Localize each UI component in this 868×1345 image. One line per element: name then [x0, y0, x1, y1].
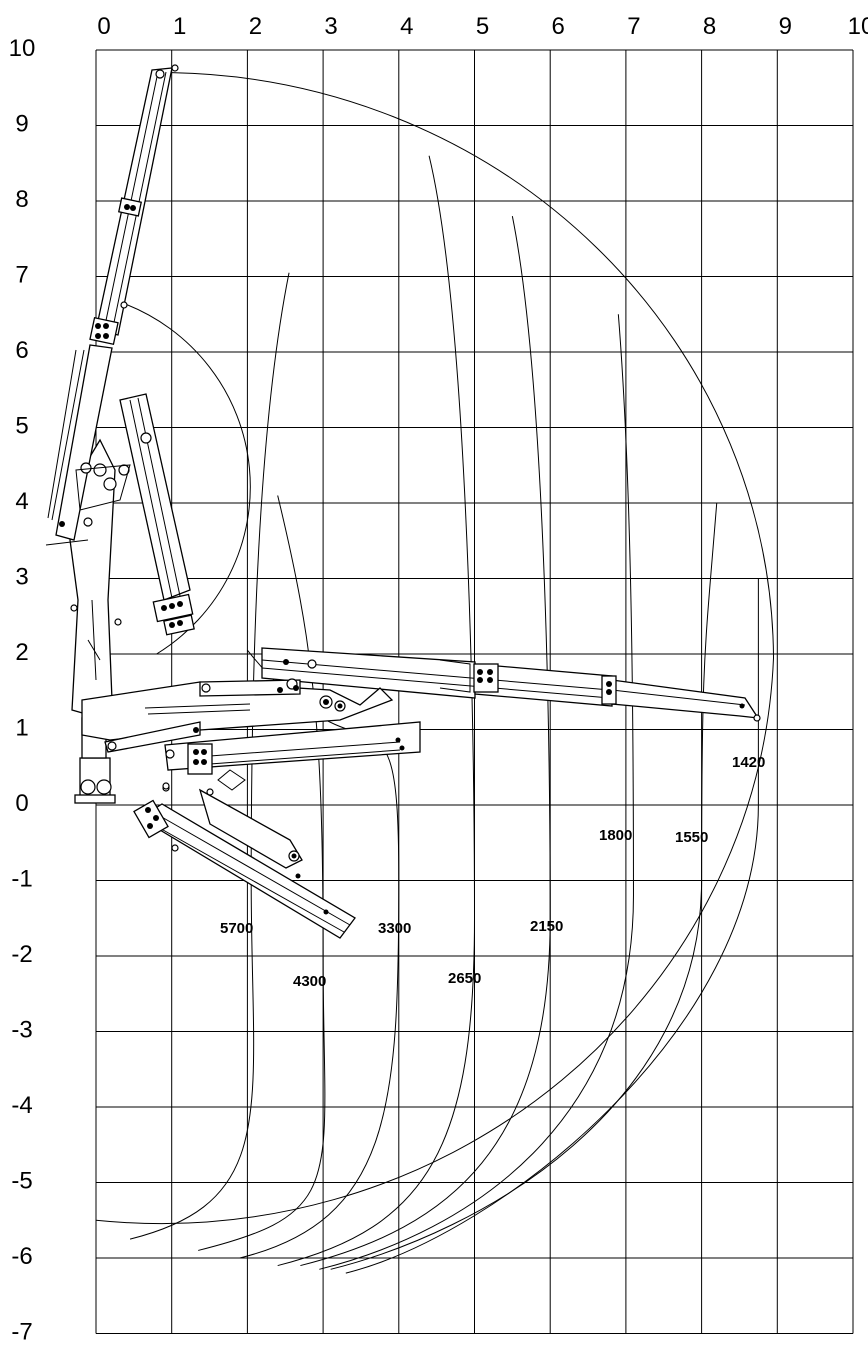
- boom-lower-position: [133, 782, 356, 939]
- x-tick-label: 4: [400, 13, 413, 40]
- x-tick-label: 1: [173, 13, 186, 40]
- x-tick-label: 6: [552, 13, 565, 40]
- y-tick-label: -1: [11, 866, 32, 893]
- x-tick-label: 7: [627, 13, 640, 40]
- x-tick-label: 0: [97, 13, 110, 40]
- x-tick-label: 5: [476, 13, 489, 40]
- x-tick-label: 2: [249, 13, 262, 40]
- y-tick-label: -3: [11, 1017, 32, 1044]
- load-label-1800: 1800: [599, 827, 632, 844]
- load-curve-1800: [319, 314, 634, 1270]
- x-axis-ticks: 0 1 2 3 4 5 6 7 8 9 10: [97, 13, 868, 40]
- inner-reach-arc: [122, 302, 251, 655]
- load-curve-1550: [330, 502, 718, 1270]
- reach-envelope: [95, 72, 775, 1225]
- load-labels: 5700 4300 3300 2650 2150 1800 1550 1420: [220, 754, 765, 990]
- y-tick-label: -5: [11, 1168, 32, 1195]
- x-tick-label: 10: [848, 13, 868, 40]
- main-arm: [81, 678, 394, 753]
- load-label-2150: 2150: [530, 918, 563, 935]
- y-tick-label: 10: [9, 35, 36, 62]
- y-tick-label: 6: [15, 337, 28, 364]
- load-label-2650: 2650: [448, 970, 481, 987]
- load-label-3300: 3300: [378, 920, 411, 937]
- load-curve-2650: [277, 155, 476, 1267]
- y-tick-label: -7: [11, 1319, 32, 1345]
- y-tick-label: 3: [15, 564, 28, 591]
- load-curve-2150: [300, 216, 551, 1267]
- y-tick-label: 7: [15, 262, 28, 289]
- y-tick-label: 4: [15, 488, 28, 515]
- y-tick-label: 5: [15, 413, 28, 440]
- y-tick-label: -4: [11, 1092, 32, 1119]
- y-tick-label: 8: [15, 186, 28, 213]
- x-tick-label: 9: [779, 13, 792, 40]
- load-curve-1420: [345, 578, 759, 1274]
- load-label-1550: 1550: [675, 829, 708, 846]
- y-tick-label: 1: [15, 715, 28, 742]
- y-tick-label: -6: [11, 1243, 32, 1270]
- crane-illustration: [45, 64, 761, 939]
- boom-folded-upright: [45, 64, 179, 546]
- y-tick-label: 0: [15, 790, 28, 817]
- load-label-5700: 5700: [220, 920, 253, 937]
- y-tick-label: 9: [15, 111, 28, 138]
- boom-folded-mid: [75, 393, 195, 636]
- max-reach-envelope: [95, 72, 775, 1225]
- x-tick-label: 8: [703, 13, 716, 40]
- boom-extended-horizontal: [261, 647, 761, 722]
- y-tick-label: 2: [15, 639, 28, 666]
- load-label-4300: 4300: [293, 973, 326, 990]
- boom-mid-position: [162, 721, 421, 792]
- load-label-1420: 1420: [732, 754, 765, 771]
- y-tick-label: -2: [11, 941, 32, 968]
- x-tick-label: 3: [324, 13, 337, 40]
